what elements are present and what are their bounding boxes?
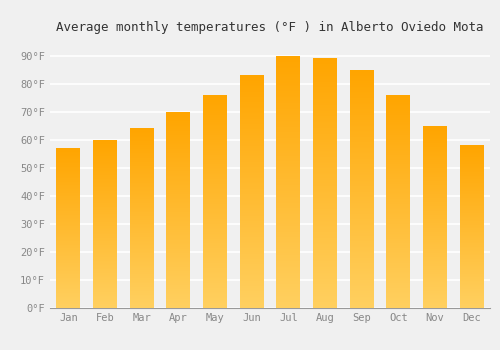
Title: Average monthly temperatures (°F ) in Alberto Oviedo Mota: Average monthly temperatures (°F ) in Al… [56,21,484,34]
